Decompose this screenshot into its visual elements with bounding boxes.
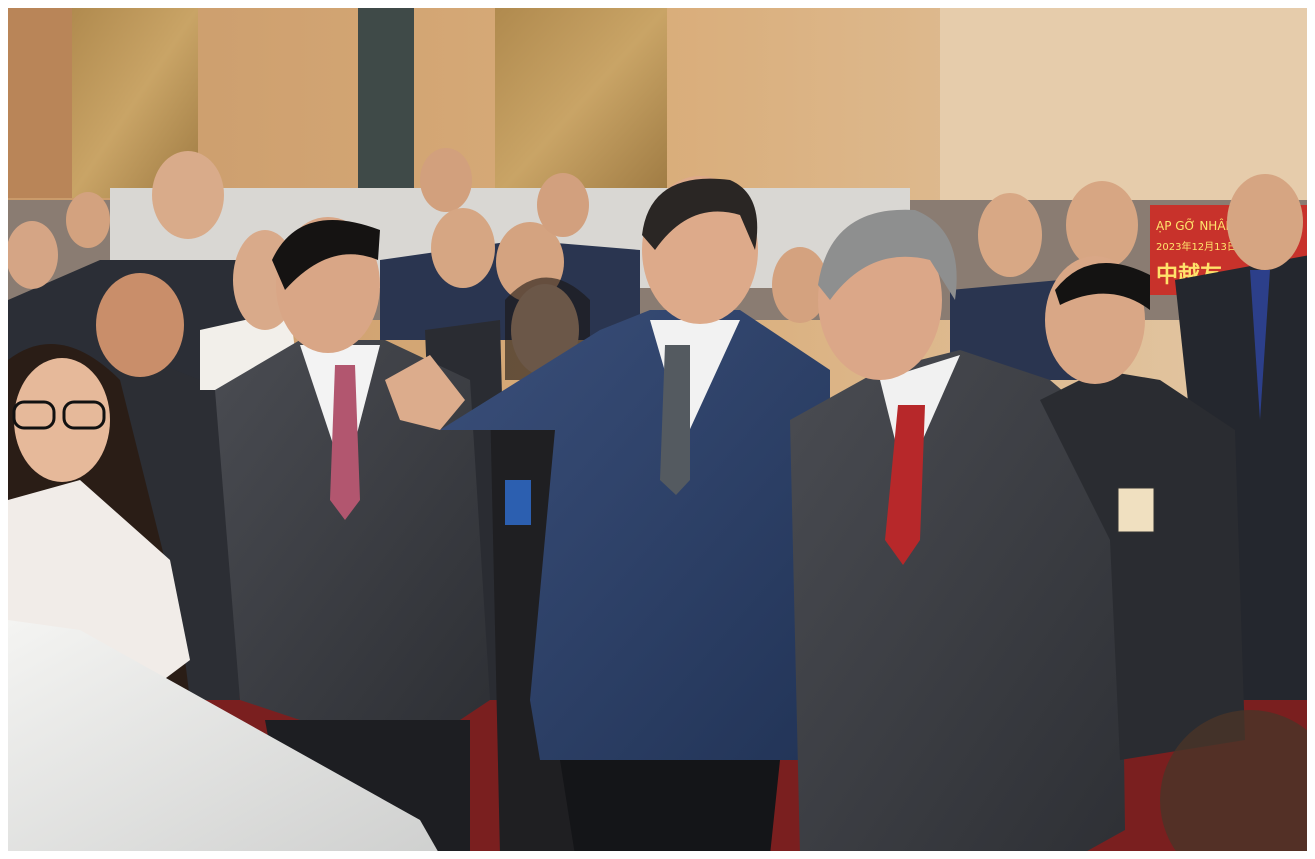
exhibit-board: [8, 620, 440, 855]
hair: [1055, 263, 1150, 310]
badge: [505, 480, 531, 525]
trousers: [560, 760, 780, 855]
person-center: [385, 176, 830, 855]
badge: [1117, 487, 1155, 533]
suit: [440, 310, 830, 760]
tie: [885, 405, 925, 565]
wall-right: [940, 8, 1310, 208]
suit: [790, 350, 1125, 855]
face: [6, 221, 58, 289]
person-right: [790, 209, 1125, 855]
face: [978, 193, 1042, 277]
face: [96, 273, 184, 377]
window: [358, 8, 414, 198]
hand: [385, 355, 465, 430]
suit: [1175, 255, 1310, 700]
suit: [1040, 370, 1245, 760]
glasses: [12, 400, 56, 430]
face: [1227, 174, 1303, 270]
face: [14, 358, 110, 482]
hair: [272, 220, 380, 290]
face: [1066, 181, 1138, 269]
wood-panel: [8, 8, 72, 198]
tie: [330, 365, 360, 520]
hair: [818, 209, 957, 300]
tie: [1250, 270, 1270, 420]
blurred-head: [1160, 710, 1315, 859]
pillar: [495, 8, 667, 198]
face: [431, 208, 495, 288]
face: [152, 151, 224, 239]
foreground: [8, 620, 1315, 859]
face: [537, 173, 589, 237]
banner-date: 2023年12月13日: [1156, 240, 1237, 253]
hair: [642, 178, 758, 250]
tie: [660, 345, 690, 495]
person-right-young: [1040, 256, 1245, 760]
suit: [215, 340, 490, 720]
face: [66, 192, 110, 248]
face: [772, 247, 828, 323]
face: [420, 148, 472, 212]
glasses: [62, 400, 106, 430]
